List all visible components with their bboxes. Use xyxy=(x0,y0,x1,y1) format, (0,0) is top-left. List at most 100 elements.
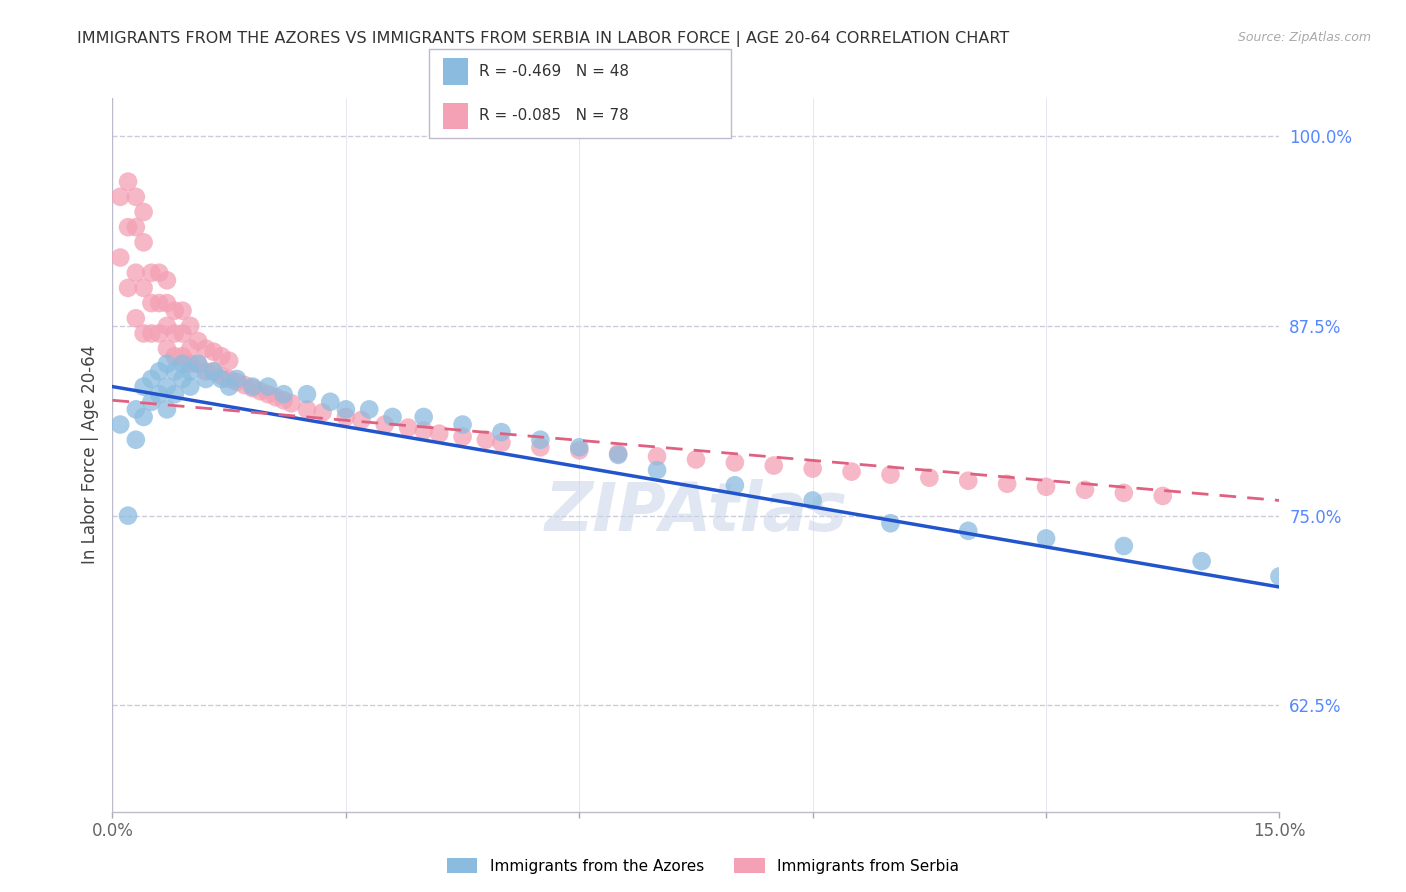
Point xyxy=(451,430,474,444)
Point xyxy=(685,452,707,467)
Point xyxy=(117,281,139,295)
Point xyxy=(335,402,357,417)
Point xyxy=(242,381,264,395)
Point xyxy=(475,433,498,447)
Point xyxy=(132,379,155,393)
Point xyxy=(156,318,179,333)
Point xyxy=(172,303,194,318)
Point xyxy=(233,378,256,392)
Point xyxy=(350,413,373,427)
Point xyxy=(117,175,139,189)
Point xyxy=(918,471,941,485)
Point xyxy=(163,349,186,363)
Point xyxy=(194,372,217,386)
Point xyxy=(194,342,217,356)
Point xyxy=(187,357,209,371)
Point xyxy=(172,372,194,386)
Point xyxy=(148,266,170,280)
Point xyxy=(1035,480,1057,494)
Point xyxy=(125,433,148,447)
Point xyxy=(156,379,179,393)
Point xyxy=(607,448,630,462)
Point xyxy=(218,353,240,368)
Point xyxy=(209,349,232,363)
Text: IMMIGRANTS FROM THE AZORES VS IMMIGRANTS FROM SERBIA IN LABOR FORCE | AGE 20-64 : IMMIGRANTS FROM THE AZORES VS IMMIGRANTS… xyxy=(77,31,1010,47)
Point xyxy=(125,266,148,280)
Y-axis label: In Labor Force | Age 20-64: In Labor Force | Age 20-64 xyxy=(80,345,98,565)
Point xyxy=(156,357,179,371)
Point xyxy=(148,296,170,310)
Point xyxy=(125,402,148,417)
Point xyxy=(801,461,824,475)
Point xyxy=(132,409,155,424)
Point xyxy=(335,409,357,424)
Point xyxy=(148,387,170,401)
Point xyxy=(242,379,264,393)
Point xyxy=(141,296,163,310)
Point xyxy=(172,349,194,363)
Point xyxy=(249,384,271,399)
Point xyxy=(141,326,163,341)
Point xyxy=(132,281,155,295)
Point xyxy=(148,364,170,378)
Point xyxy=(156,296,179,310)
Point xyxy=(762,458,785,473)
Point xyxy=(396,420,419,434)
Point xyxy=(295,387,318,401)
Point xyxy=(879,516,901,531)
Point xyxy=(319,394,342,409)
Point xyxy=(568,440,591,454)
Point xyxy=(218,379,240,393)
Point xyxy=(141,372,163,386)
Point xyxy=(163,364,186,378)
Point xyxy=(645,463,668,477)
Point xyxy=(141,266,163,280)
Point xyxy=(957,524,980,538)
Point xyxy=(172,357,194,371)
Point xyxy=(226,375,249,389)
Point xyxy=(110,251,132,265)
Point xyxy=(607,446,630,460)
Point xyxy=(194,364,217,378)
Point xyxy=(110,190,132,204)
Point xyxy=(1112,486,1135,500)
Point xyxy=(645,450,668,464)
Point xyxy=(218,372,240,386)
Point xyxy=(257,387,280,401)
Point xyxy=(1268,569,1291,583)
Text: R = -0.469   N = 48: R = -0.469 N = 48 xyxy=(479,64,630,78)
Point xyxy=(280,396,302,410)
Point xyxy=(156,402,179,417)
Point xyxy=(179,342,201,356)
Point xyxy=(148,326,170,341)
Point xyxy=(110,417,132,432)
Point xyxy=(202,364,225,378)
Point xyxy=(209,368,232,383)
Point xyxy=(125,220,148,235)
Point xyxy=(132,326,155,341)
Point xyxy=(381,409,404,424)
Point xyxy=(264,390,287,404)
Point xyxy=(724,478,747,492)
Point xyxy=(427,426,450,441)
Point xyxy=(879,467,901,482)
Point xyxy=(412,409,434,424)
Text: R = -0.085   N = 78: R = -0.085 N = 78 xyxy=(479,109,630,123)
Point xyxy=(1191,554,1213,568)
Point xyxy=(412,424,434,438)
Point xyxy=(132,235,155,250)
Point xyxy=(995,476,1018,491)
Point xyxy=(202,364,225,378)
Point xyxy=(273,387,295,401)
Point xyxy=(841,465,863,479)
Point xyxy=(273,393,295,408)
Point xyxy=(179,364,201,378)
Point xyxy=(163,303,186,318)
Legend: Immigrants from the Azores, Immigrants from Serbia: Immigrants from the Azores, Immigrants f… xyxy=(440,852,966,880)
Point xyxy=(568,443,591,458)
Point xyxy=(125,190,148,204)
Point xyxy=(257,379,280,393)
Point xyxy=(117,508,139,523)
Point xyxy=(141,394,163,409)
Point xyxy=(1112,539,1135,553)
